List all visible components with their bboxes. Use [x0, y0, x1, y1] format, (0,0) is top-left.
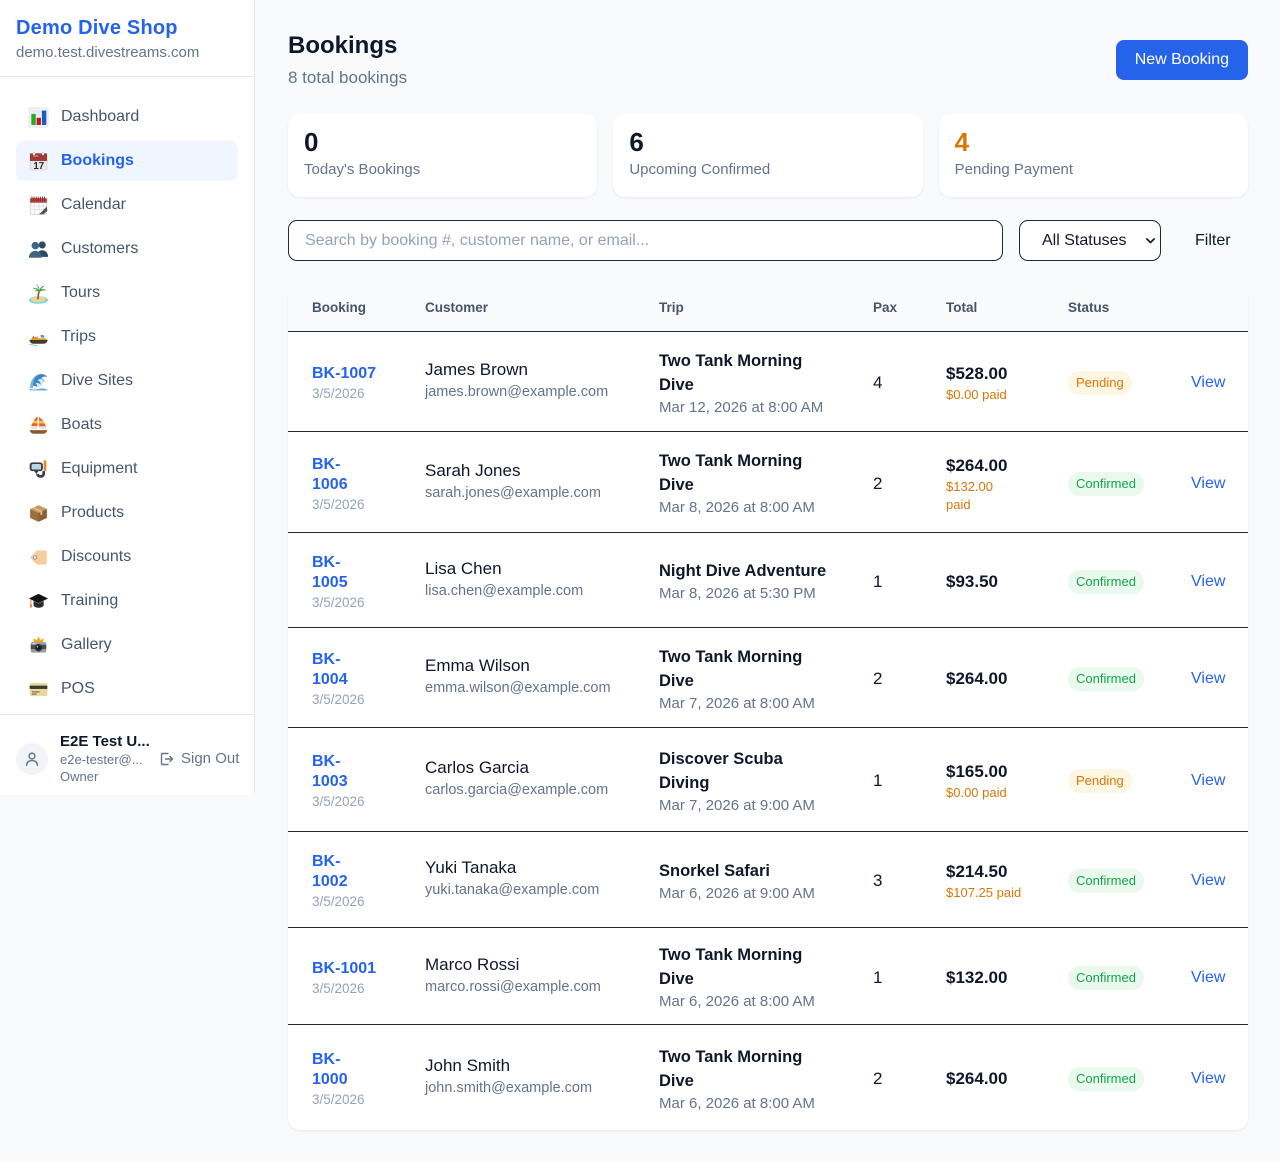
svg-text:JUL: JUL — [33, 153, 39, 157]
svg-text:17: 17 — [33, 160, 44, 171]
